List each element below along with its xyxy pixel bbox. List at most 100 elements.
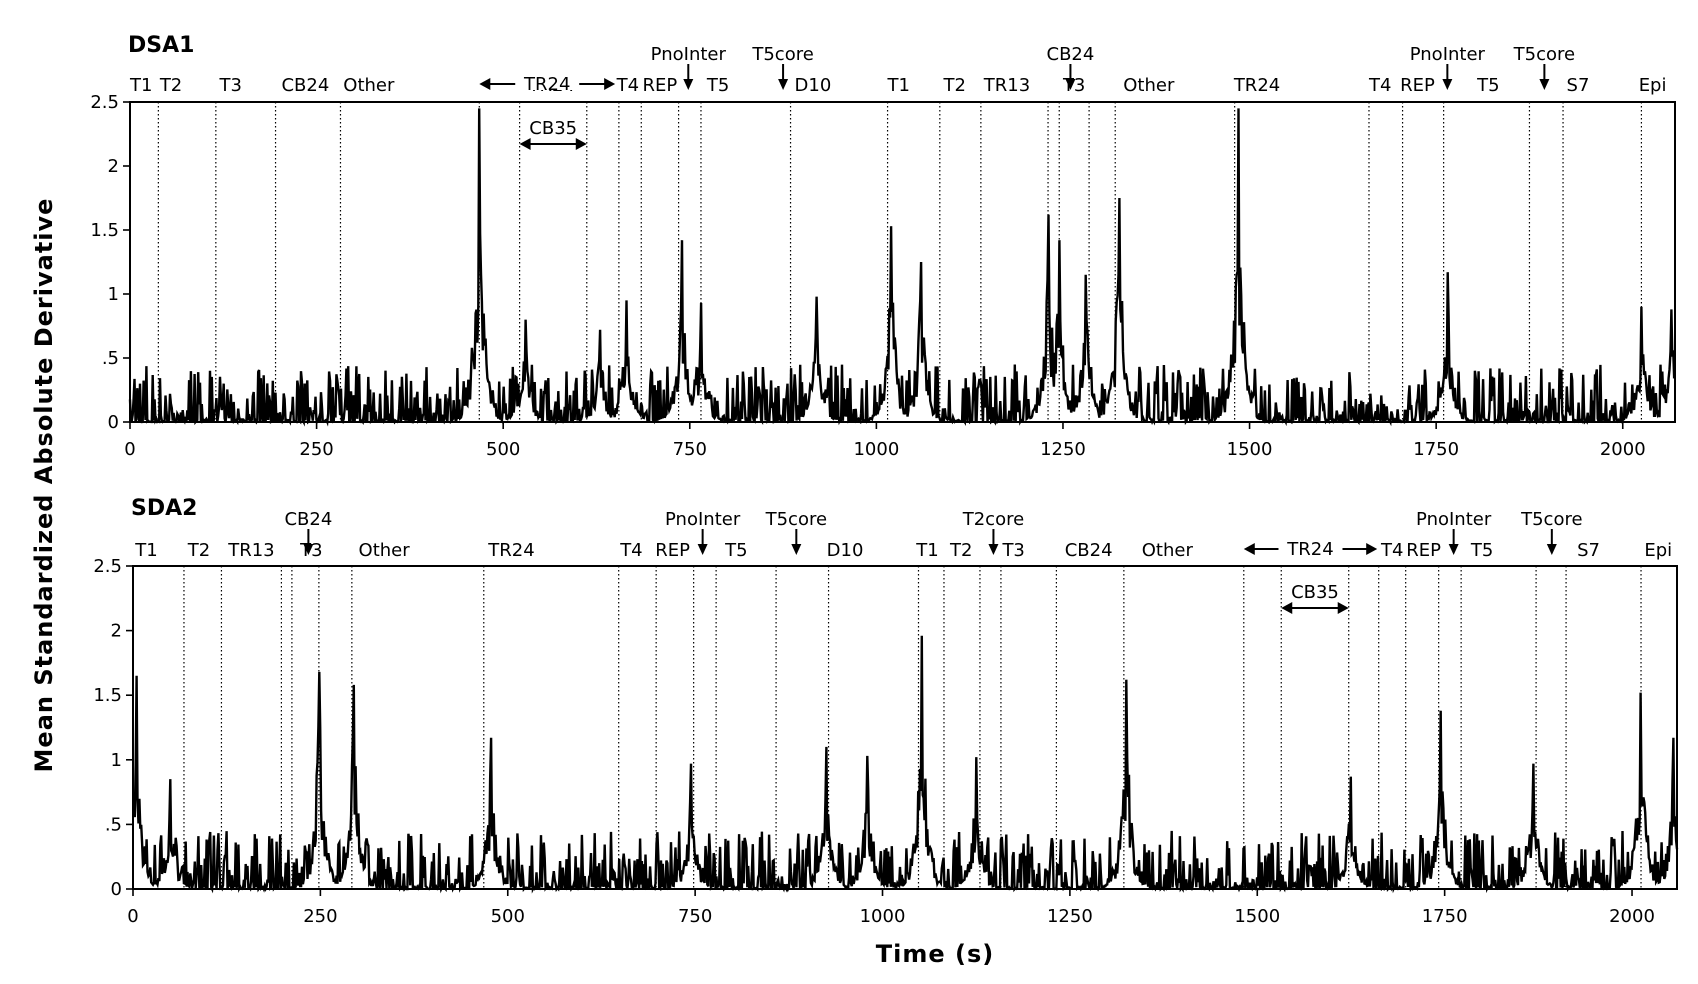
y-tick-label: 0 — [108, 412, 119, 433]
segment-label: REP — [1406, 540, 1441, 561]
y-tick-label: 1 — [111, 750, 122, 771]
segment-label: T2 — [943, 75, 966, 96]
span-arrow-head-right — [1366, 543, 1378, 555]
span-arrow-head-right — [1337, 602, 1349, 614]
event-arrow-head — [683, 79, 694, 90]
event-arrow-head — [988, 544, 999, 555]
x-tick-label: 750 — [678, 906, 712, 927]
segment-label: TR24 — [1233, 75, 1280, 96]
event-label: T5core — [765, 509, 827, 530]
event-label: PnoInter — [1410, 44, 1486, 65]
event-arrow-head — [1065, 79, 1076, 90]
panel-title: DSA1 — [128, 33, 194, 58]
span-arrow-head-right — [604, 78, 616, 90]
segment-label: T4 — [619, 540, 642, 561]
event-label: T5core — [751, 44, 813, 65]
segment-label: S7 — [1567, 75, 1590, 96]
x-tick-label: 1750 — [1422, 906, 1468, 927]
segment-label: TR13 — [227, 540, 274, 561]
x-tick-label: 2000 — [1609, 906, 1655, 927]
x-tick-label: 1000 — [853, 439, 899, 460]
segment-label: T2 — [187, 540, 210, 561]
x-tick-label: 0 — [127, 906, 138, 927]
x-tick-label: 1750 — [1413, 439, 1459, 460]
event-label: T5core — [1520, 509, 1582, 530]
segment-label: T3 — [1062, 75, 1085, 96]
segment-label: CB24 — [281, 75, 329, 96]
y-tick-label: 2.5 — [90, 92, 119, 113]
span-arrow-head-left — [479, 78, 491, 90]
segment-label: Epi — [1644, 540, 1672, 561]
span-label-background — [515, 70, 580, 90]
segment-label: CB24 — [1065, 540, 1113, 561]
segment-label: T4 — [1380, 540, 1403, 561]
x-axis-title: Time (s) — [876, 940, 994, 968]
event-label: PnoInter — [651, 44, 727, 65]
event-label: PnoInter — [1416, 509, 1492, 530]
segment-label: T3 — [299, 540, 322, 561]
span-label: CB35 — [1291, 582, 1339, 603]
x-tick-label: 1250 — [1040, 439, 1086, 460]
event-label: CB24 — [1047, 44, 1095, 65]
segment-label: T3 — [219, 75, 242, 96]
segment-label: T2 — [949, 540, 972, 561]
event-label: PnoInter — [665, 509, 741, 530]
segment-label: REP — [1400, 75, 1435, 96]
segment-label: T1 — [129, 75, 152, 96]
segment-label: T3 — [1001, 540, 1024, 561]
segment-label: Epi — [1639, 75, 1667, 96]
event-label: T2core — [962, 509, 1024, 530]
panel-title: SDA2 — [131, 496, 197, 521]
y-tick-label: 1.5 — [93, 685, 122, 706]
y-tick-label: 2.5 — [93, 556, 122, 577]
segment-label: T5 — [1470, 540, 1493, 561]
y-axis-title: Mean Standardized Absolute Derivative — [30, 198, 58, 773]
data-series-line — [132, 635, 1679, 894]
segment-label: TR24 — [487, 540, 534, 561]
x-tick-label: 1250 — [1047, 906, 1093, 927]
event-arrow-head — [778, 79, 789, 90]
span-arrow-head-left — [519, 138, 531, 150]
segment-label: D10 — [827, 540, 864, 561]
segment-label: T5 — [706, 75, 729, 96]
segment-label: S7 — [1577, 540, 1600, 561]
x-tick-label: 250 — [299, 439, 333, 460]
segment-label: Other — [1142, 540, 1194, 561]
chart-panels: DSA1 0 250 500 750 1000 1250 1500 1750 2000 0 .5 1 1.… — [90, 33, 1679, 927]
span-label: TR24 — [523, 74, 570, 95]
segment-label: TR13 — [983, 75, 1030, 96]
segment-label: Other — [343, 75, 395, 96]
span-arrow-head-right — [575, 138, 587, 150]
event-arrow-head — [1539, 79, 1550, 90]
x-tick-label: 2000 — [1600, 439, 1646, 460]
data-series-line — [128, 108, 1676, 427]
x-tick-label: 1500 — [1227, 439, 1273, 460]
x-tick-label: 750 — [673, 439, 707, 460]
event-arrow-head — [1448, 544, 1459, 555]
segment-label: REP — [655, 540, 690, 561]
span-label: TR24 — [1286, 539, 1333, 560]
segment-label: REP — [643, 75, 678, 96]
event-arrow-head — [1546, 544, 1557, 555]
segment-label: T1 — [134, 540, 157, 561]
segment-label: Other — [1123, 75, 1175, 96]
event-label: CB24 — [284, 509, 332, 530]
y-tick-label: .5 — [105, 814, 122, 835]
event-label: T5core — [1513, 44, 1575, 65]
x-tick-label: 500 — [491, 906, 525, 927]
segment-label: T1 — [915, 540, 938, 561]
chart-panel-2: SDA2 0 250 500 750 1000 1250 1500 1750 2000 0 .5 1 1.… — [93, 496, 1679, 927]
segment-label: Other — [359, 540, 411, 561]
segment-label: T4 — [616, 75, 639, 96]
segment-label: T5 — [724, 540, 747, 561]
event-arrow-head — [303, 544, 314, 555]
segment-label: D10 — [795, 75, 832, 96]
x-tick-label: 0 — [124, 439, 135, 460]
y-tick-label: 0 — [111, 879, 122, 900]
x-tick-label: 1500 — [1234, 906, 1280, 927]
event-arrow-head — [791, 544, 802, 555]
chart-panel-1: DSA1 0 250 500 750 1000 1250 1500 1750 2000 0 .5 1 1.… — [90, 33, 1676, 460]
span-arrow-head-left — [1243, 543, 1255, 555]
segment-label: T4 — [1368, 75, 1391, 96]
